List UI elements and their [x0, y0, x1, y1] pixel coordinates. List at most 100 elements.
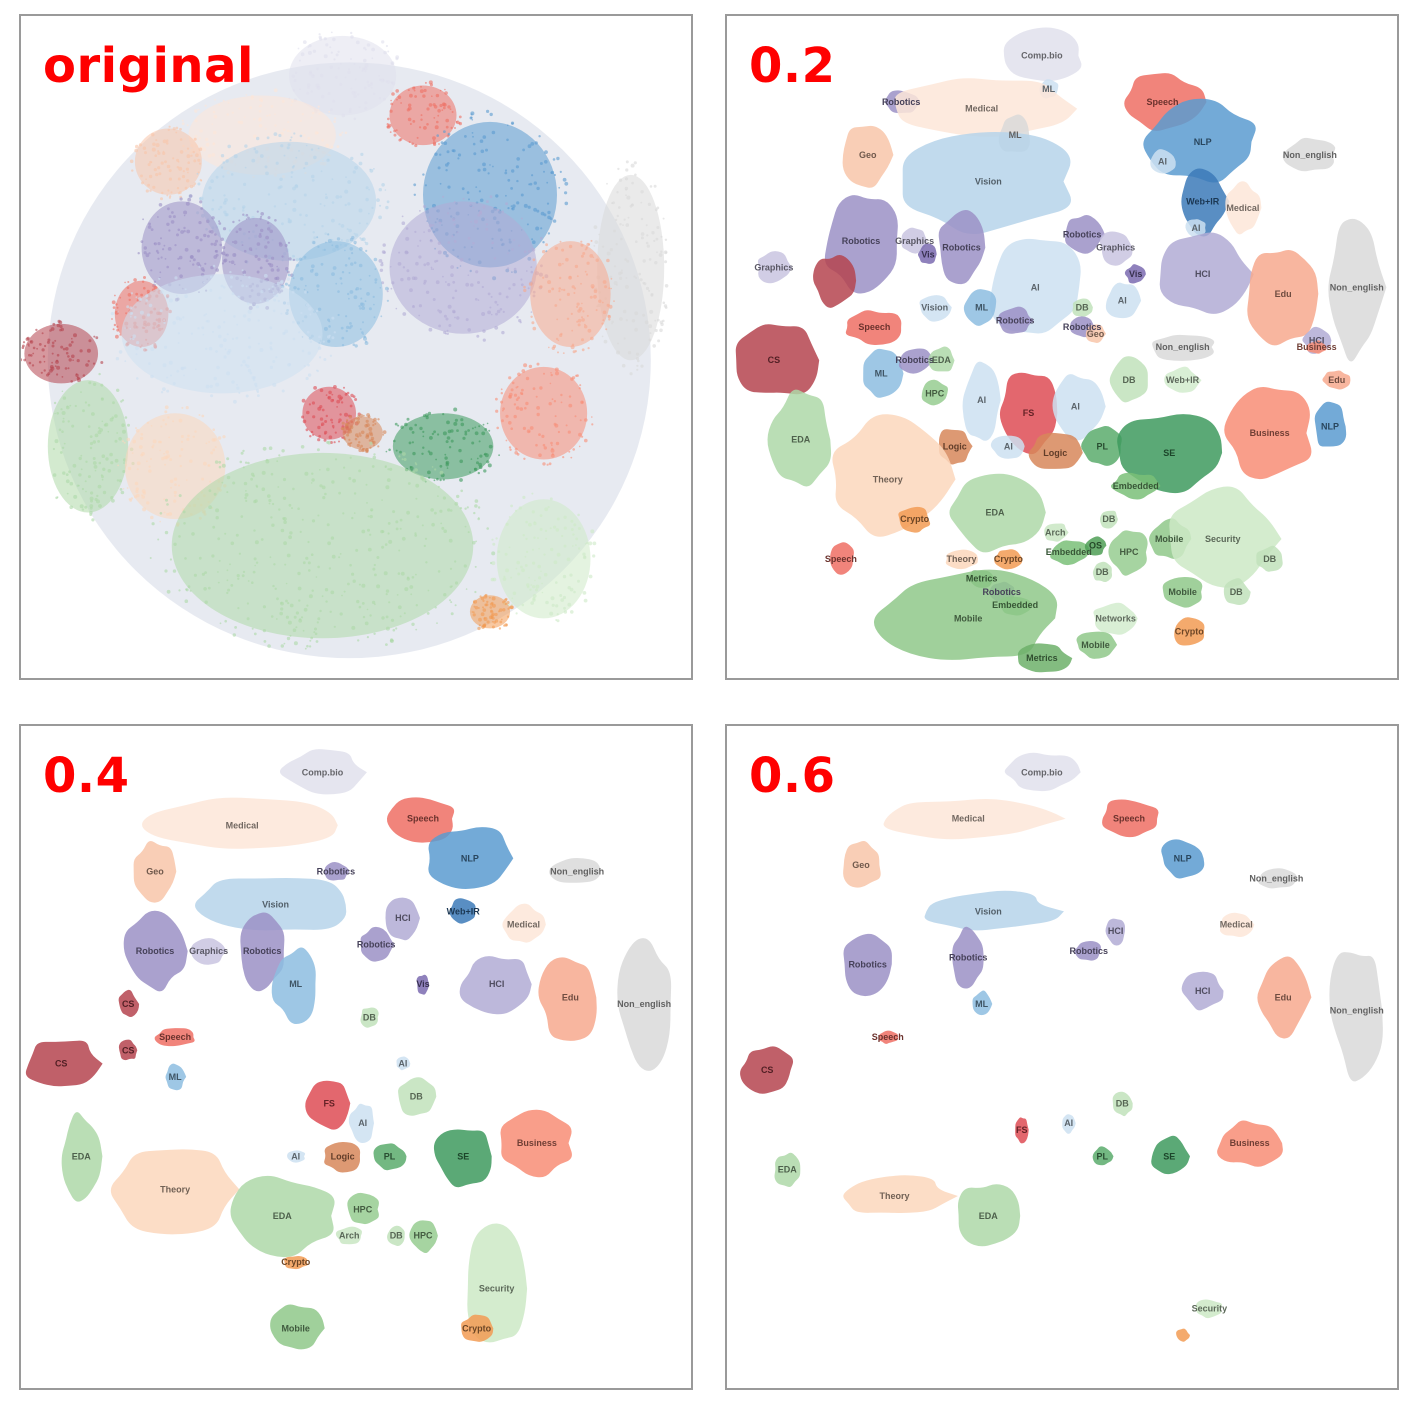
point — [155, 173, 159, 177]
point — [284, 282, 288, 286]
region-label-hci: HCI — [1309, 335, 1325, 345]
point — [439, 470, 444, 475]
region-web-ir — [1181, 168, 1230, 237]
point — [349, 425, 354, 430]
point — [358, 305, 361, 308]
point — [531, 321, 535, 325]
region-db — [1256, 545, 1283, 572]
point — [84, 505, 88, 509]
point — [534, 141, 538, 145]
point — [165, 142, 169, 145]
point — [368, 212, 370, 215]
point — [96, 494, 99, 498]
point — [325, 394, 328, 396]
point — [389, 266, 392, 268]
point — [229, 270, 232, 274]
point — [136, 468, 139, 471]
region-label-pl: PL — [1096, 1151, 1108, 1161]
point — [368, 274, 371, 277]
point — [428, 223, 433, 228]
point — [347, 442, 351, 446]
point — [547, 232, 551, 235]
region-label-robotics: Robotics — [1063, 230, 1102, 240]
point — [264, 127, 267, 130]
point — [104, 422, 109, 427]
point — [140, 433, 144, 436]
point — [177, 228, 181, 232]
point — [513, 414, 517, 419]
point — [314, 627, 317, 631]
point — [87, 475, 91, 479]
point — [272, 292, 275, 294]
region-hpc — [1108, 530, 1148, 576]
point — [287, 217, 290, 221]
point — [175, 126, 179, 130]
point — [498, 292, 502, 296]
point — [544, 507, 549, 512]
region-label-crypto: Crypto — [900, 514, 930, 524]
point — [578, 387, 581, 390]
point — [354, 91, 357, 94]
point-cluster-comp-bio — [288, 31, 400, 121]
point — [326, 441, 329, 444]
point — [363, 46, 366, 50]
point — [40, 371, 43, 374]
point — [157, 538, 160, 541]
point — [290, 176, 293, 178]
point — [136, 341, 140, 345]
point — [583, 555, 587, 559]
point — [156, 251, 160, 254]
point — [520, 283, 524, 287]
point — [372, 420, 375, 423]
point — [515, 398, 519, 401]
point — [293, 132, 296, 135]
point — [344, 412, 348, 417]
point — [259, 300, 262, 303]
point — [454, 127, 456, 129]
point — [332, 266, 337, 270]
point — [314, 632, 318, 636]
point — [306, 604, 309, 607]
point — [415, 573, 417, 576]
point — [651, 231, 655, 235]
point — [519, 391, 523, 395]
point — [117, 311, 119, 313]
point — [166, 194, 169, 197]
point — [427, 470, 431, 475]
region-label-graphics: Graphics — [1096, 243, 1135, 253]
point — [480, 612, 485, 617]
point — [328, 567, 332, 570]
point — [146, 501, 150, 505]
point — [293, 615, 297, 619]
point — [230, 173, 234, 176]
point — [439, 464, 443, 468]
point — [168, 125, 171, 128]
point — [166, 503, 169, 506]
point — [452, 310, 456, 314]
point — [460, 418, 464, 422]
point — [551, 398, 554, 401]
point — [426, 612, 430, 615]
region-label-robotics: Robotics — [357, 940, 396, 950]
point — [572, 533, 575, 536]
region-cs — [25, 1040, 103, 1087]
point — [200, 207, 204, 210]
point — [351, 572, 355, 576]
region-theory — [945, 549, 978, 570]
point — [62, 420, 65, 423]
point — [385, 450, 388, 453]
point — [192, 150, 195, 154]
point — [147, 225, 152, 229]
point — [275, 294, 279, 298]
point — [260, 228, 264, 233]
point — [456, 231, 459, 234]
point — [214, 446, 217, 448]
point — [197, 249, 201, 253]
point — [321, 94, 325, 99]
point — [254, 150, 259, 154]
point — [437, 250, 442, 255]
point — [339, 553, 342, 555]
point-cluster-edu — [523, 239, 615, 354]
point — [101, 454, 106, 459]
point — [463, 564, 467, 568]
